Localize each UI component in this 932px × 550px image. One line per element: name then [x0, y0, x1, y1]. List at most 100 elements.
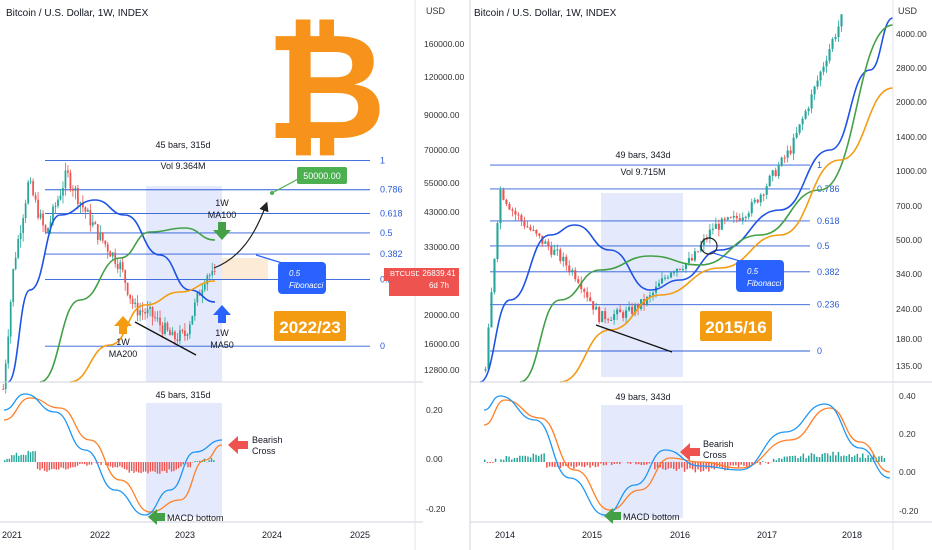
left-candle-body: [69, 172, 72, 189]
right-candle-body: [714, 223, 717, 229]
left-candle-body: [49, 221, 52, 229]
left-macd-histogram-bar: [90, 462, 93, 465]
left-macd-histogram-bar: [194, 461, 196, 462]
right-macd-histogram-bar: [494, 458, 497, 462]
left-macd-histogram-bar: [107, 462, 109, 466]
left-candle-body: [121, 262, 124, 271]
left-candle-body: [104, 240, 107, 245]
right-candle-body: [663, 277, 667, 279]
right-macd-histogram-bar: [783, 456, 786, 462]
right-candle-body: [711, 228, 714, 230]
left-macd-histogram-bar: [53, 462, 55, 469]
left-macd-histogram-bar: [126, 462, 128, 470]
right-x-tick: 2016: [670, 530, 690, 540]
right-macd-histogram-bar: [856, 453, 859, 462]
right-macd-histogram-bar: [616, 462, 618, 464]
right-candle-body: [592, 301, 595, 310]
right-candle-body: [619, 309, 622, 313]
left-ma200-label-2: MA200: [109, 349, 138, 359]
right-price-tick: 500.00: [896, 235, 922, 245]
left-candle-body: [79, 202, 82, 205]
left-macd-histogram-bar: [182, 462, 184, 465]
left-candle-body: [44, 225, 47, 233]
right-fib-label: 0: [817, 346, 822, 356]
left-macd-histogram-bar: [41, 462, 43, 469]
left-ma200-line: [69, 280, 216, 383]
left-ma100-label-2: MA100: [208, 210, 237, 220]
svg-text:₿: ₿: [266, 5, 387, 170]
left-macd-histogram-bar: [39, 462, 41, 471]
right-candle-body: [607, 319, 610, 321]
right-candle-body: [487, 327, 490, 370]
right-candle-body: [580, 282, 583, 290]
right-candle-body: [568, 265, 571, 272]
left-target-box: [297, 167, 347, 184]
left-macd-histogram-bar: [213, 460, 215, 462]
left-macd-histogram-bar: [51, 462, 53, 470]
right-candle-body: [696, 251, 699, 253]
left-macd-histogram-bar: [69, 462, 72, 468]
left-candle-body: [86, 209, 89, 212]
bitcoin-logo-icon: ₿: [266, 5, 387, 170]
right-macd-histogram-bar: [627, 462, 629, 464]
left-macd-histogram-bar: [6, 458, 8, 462]
left-macd-histogram-bar: [98, 462, 100, 463]
right-macd-histogram-bar: [567, 462, 570, 467]
left-candle-body: [134, 302, 136, 305]
left-macd-histogram-bar: [114, 462, 116, 468]
right-macd-histogram-bar: [764, 462, 767, 463]
right-macd-histogram-bar: [867, 455, 869, 462]
right-macd-histogram-bar: [705, 462, 707, 469]
left-candle-body: [174, 331, 176, 340]
left-macd-histogram-bar: [62, 462, 65, 469]
left-ma100-down-arrow-icon: [213, 222, 231, 240]
left-macd-histogram-bar: [4, 460, 6, 462]
left-candle-body: [4, 363, 7, 389]
left-macd-histogram-bar: [196, 461, 199, 462]
left-macd-signal-line: [3, 397, 223, 513]
left-bearish-label-1: Bearish: [252, 435, 283, 445]
right-candle-body: [804, 111, 807, 119]
left-macd-histogram-bar: [189, 462, 192, 468]
left-macd-histogram-bar: [145, 462, 147, 472]
right-cross-marker: [700, 237, 718, 255]
left-candle-body: [67, 170, 69, 173]
left-candle-body: [144, 311, 146, 314]
right-candle-body: [702, 238, 705, 245]
right-macd-histogram-bar: [786, 456, 788, 462]
right-candle-body: [571, 270, 574, 272]
left-macd-range-label: 45 bars, 315d: [155, 390, 210, 400]
right-candle-body: [547, 241, 550, 247]
right-candle-body: [693, 251, 696, 261]
right-candle-body: [628, 307, 631, 311]
left-candle-body: [156, 317, 159, 319]
right-macd-histogram-bar: [859, 457, 861, 462]
right-candle-body: [669, 272, 673, 278]
right-candle-body: [562, 256, 565, 262]
right-candle-body: [660, 278, 664, 284]
right-candle-body: [684, 262, 687, 270]
left-candle-body: [37, 199, 39, 218]
left-low-trendline: [134, 321, 197, 356]
left-macd-histogram-bar: [177, 462, 180, 469]
right-candle-body: [538, 233, 541, 236]
right-macd-bottom-arrow-icon: [604, 508, 621, 524]
left-x-tick: 2024: [262, 530, 282, 540]
left-ma50-label-2: MA50: [210, 340, 234, 350]
right-macd-histogram-bar: [681, 462, 683, 468]
left-candle-body: [119, 262, 122, 269]
left-macd-histogram-bar: [121, 462, 123, 468]
right-macd-histogram-bar: [610, 462, 613, 466]
left-candle-body: [126, 282, 129, 295]
right-macd-histogram-bar: [853, 455, 856, 462]
left-candle-body: [131, 298, 134, 305]
right-macd-histogram-bar: [745, 462, 748, 467]
right-macd-histogram-bar: [516, 457, 518, 462]
right-candle-body: [681, 269, 684, 271]
left-ma100-line: [39, 227, 216, 383]
right-bearish-label-1: Bearish: [703, 439, 734, 449]
right-macd-histogram-bar: [813, 454, 815, 462]
right-period-badge: [700, 311, 772, 341]
left-candle-body: [9, 302, 12, 337]
right-bearish-arrow-icon: [680, 443, 700, 461]
